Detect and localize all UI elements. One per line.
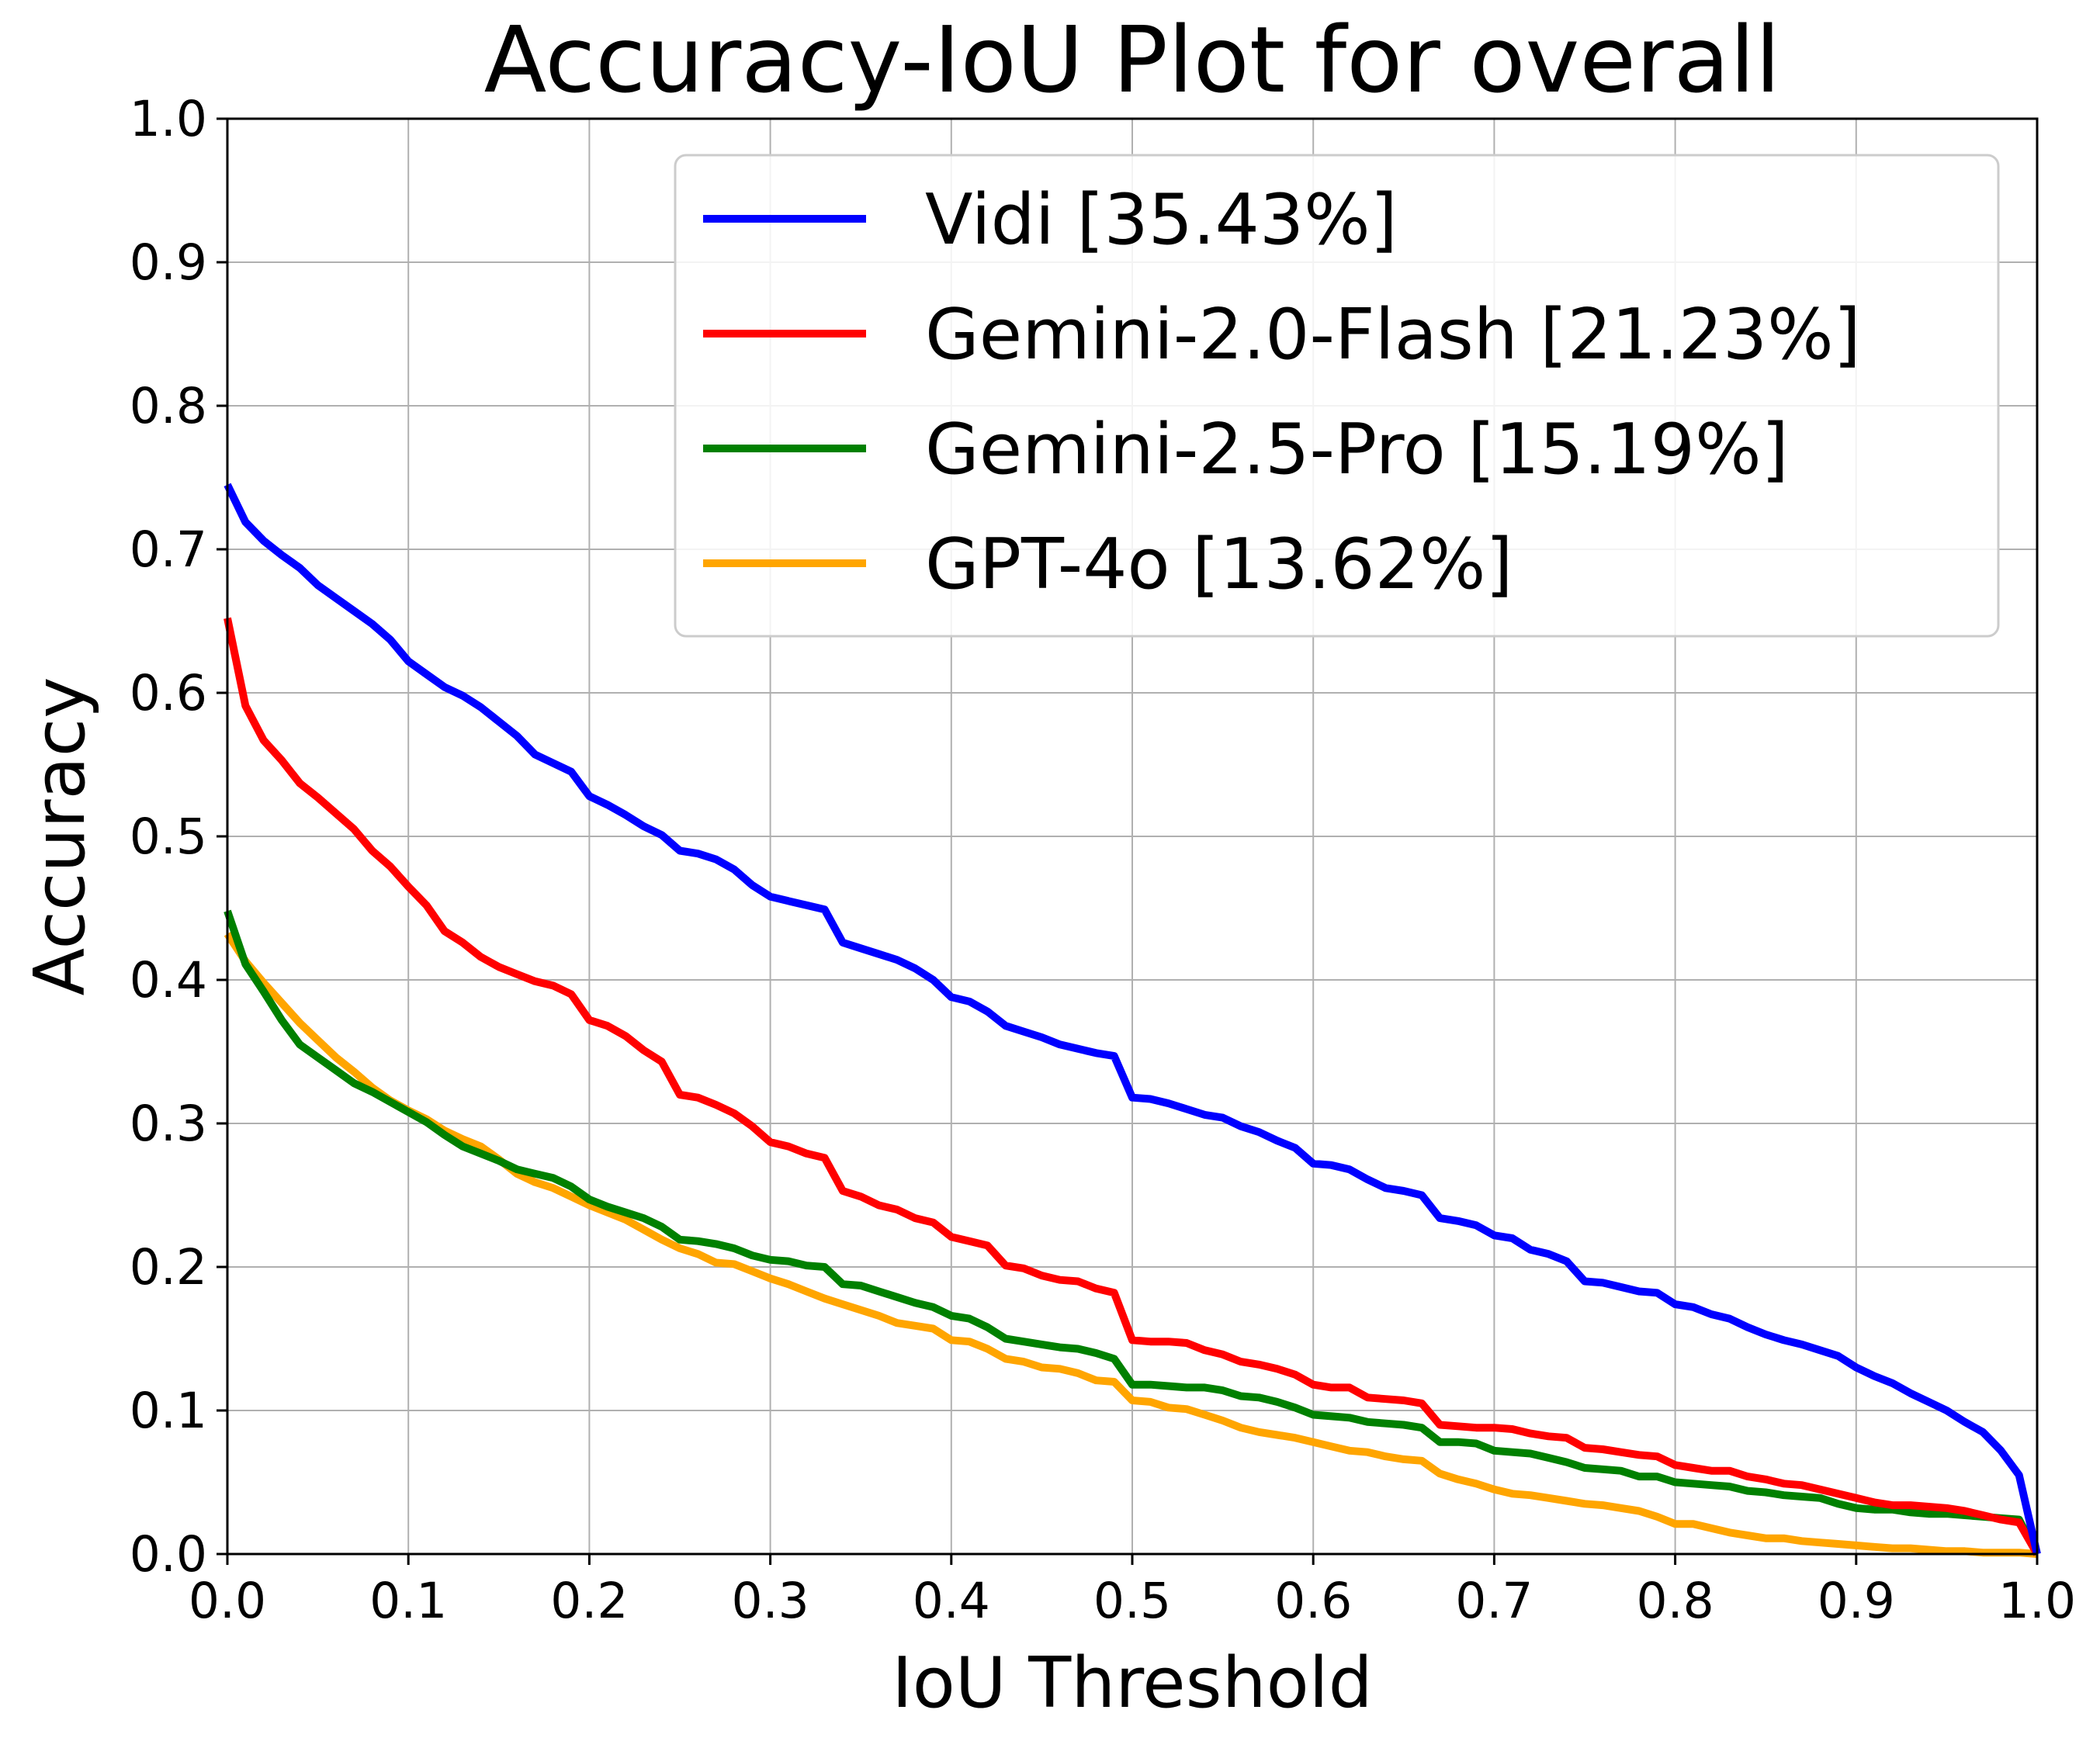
y-axis-label: Accuracy (19, 677, 101, 996)
series-layer (224, 483, 2041, 1558)
legend-label-gemini-2-0-flash: Gemini-2.0-Flash [21.23%] (925, 294, 1861, 376)
legend-label-gpt-4o: GPT-4o [13.62%] (925, 524, 1513, 605)
y-tick-label: 1.0 (130, 91, 207, 147)
x-tick-label: 0.3 (731, 1573, 809, 1629)
chart-title: Accuracy-IoU Plot for overall (484, 6, 1781, 113)
y-tick-label: 0.3 (130, 1095, 207, 1152)
legend: Vidi [35.43%] Gemini-2.0-Flash [21.23%] … (674, 154, 2000, 638)
y-tick-label: 0.6 (130, 665, 207, 722)
legend-label-vidi: Vidi [35.43%] (925, 179, 1398, 261)
x-tick-label: 0.7 (1455, 1573, 1533, 1629)
legend-label-gemini-2-5-pro: Gemini-2.5-Pro [15.19%] (925, 409, 1789, 490)
series-line-vidi (224, 483, 2041, 1556)
x-tick-label: 0.6 (1274, 1573, 1352, 1629)
series-line-gemini-2-0-flash (224, 617, 2041, 1556)
x-tick-label: 0.2 (550, 1573, 628, 1629)
x-tick-label: 0.4 (913, 1573, 990, 1629)
y-tick-label: 0.1 (130, 1383, 207, 1439)
x-tick-label: 1.0 (1998, 1573, 2076, 1629)
tick-layer: 0.0 0.1 0.2 0.3 0.4 0.5 0.6 0.7 0.8 0.9 1.0 0.0 0.1 0… (130, 91, 2076, 1629)
x-tick-label: 0.8 (1636, 1573, 1714, 1629)
y-tick-label: 0.4 (130, 952, 207, 1009)
y-tick-label: 0.0 (130, 1526, 207, 1583)
y-tick-label: 0.9 (130, 234, 207, 291)
x-tick-label: 0.1 (369, 1573, 447, 1629)
series-line-gpt-4o (224, 932, 2038, 1558)
series-line-gemini-2-5-pro (224, 909, 2041, 1556)
legend-box (674, 154, 2000, 638)
x-tick-label: 0.0 (189, 1573, 266, 1629)
y-tick-label: 0.5 (130, 808, 207, 865)
y-tick-label: 0.8 (130, 378, 207, 434)
x-axis-label: IoU Threshold (892, 1642, 1373, 1724)
x-tick-label: 0.9 (1818, 1573, 1895, 1629)
y-tick-label: 0.7 (130, 521, 207, 578)
y-tick-label: 0.2 (130, 1239, 207, 1296)
x-tick-label: 0.5 (1093, 1573, 1171, 1629)
